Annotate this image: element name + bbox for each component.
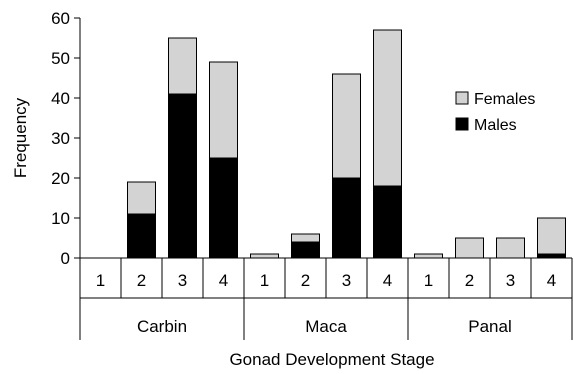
stage-label: 3 — [342, 271, 351, 290]
legend-swatch — [455, 117, 469, 131]
stage-label: 2 — [137, 271, 146, 290]
y-tick-label: 10 — [51, 209, 70, 228]
bar-males — [209, 157, 238, 259]
stage-label: 4 — [547, 271, 556, 290]
stage-label: 3 — [178, 271, 187, 290]
axes-layer: 0 10 20 30 40 50 60 Frequency 1 2 3 4 Carbin 1 2 3 4 Maca… — [11, 9, 573, 369]
bar-males — [168, 93, 197, 259]
stage-label: 2 — [301, 271, 310, 290]
bar-males — [373, 185, 402, 259]
group-label: Panal — [468, 317, 511, 336]
y-tick-label: 0 — [61, 249, 70, 268]
legend: Females Males — [455, 91, 535, 134]
bar-females — [373, 29, 402, 187]
bar-females — [291, 233, 320, 243]
legend-label: Males — [474, 117, 517, 134]
bar-females — [537, 217, 566, 255]
y-tick-label: 60 — [51, 9, 70, 28]
group-label: Carbin — [137, 317, 187, 336]
stage-label: 2 — [465, 271, 474, 290]
bar-females — [496, 237, 525, 259]
stage-label: 1 — [96, 271, 105, 290]
stage-label: 1 — [424, 271, 433, 290]
bar-females — [414, 253, 443, 259]
group-label: Maca — [305, 317, 347, 336]
bar-females — [455, 237, 484, 259]
bar-females — [127, 181, 156, 215]
x-axis-title: Gonad Development Stage — [229, 350, 434, 369]
bar-females — [209, 61, 238, 159]
bar-males — [537, 253, 566, 259]
bars-layer — [127, 29, 566, 259]
y-tick-label: 30 — [51, 129, 70, 148]
bar-males — [332, 177, 361, 259]
y-axis-title: Frequency — [11, 97, 30, 178]
bar-males — [291, 241, 320, 259]
legend-label: Females — [474, 91, 535, 108]
stage-label: 4 — [383, 271, 392, 290]
bar-males — [127, 213, 156, 259]
y-tick-label: 50 — [51, 49, 70, 68]
y-tick-label: 20 — [51, 169, 70, 188]
bar-females — [332, 73, 361, 179]
stage-label: 1 — [260, 271, 269, 290]
stage-label: 3 — [506, 271, 515, 290]
stage-label: 4 — [219, 271, 228, 290]
bar-females — [168, 37, 197, 95]
y-tick-label: 40 — [51, 89, 70, 108]
bar-females — [250, 253, 279, 259]
legend-swatch — [455, 91, 469, 105]
